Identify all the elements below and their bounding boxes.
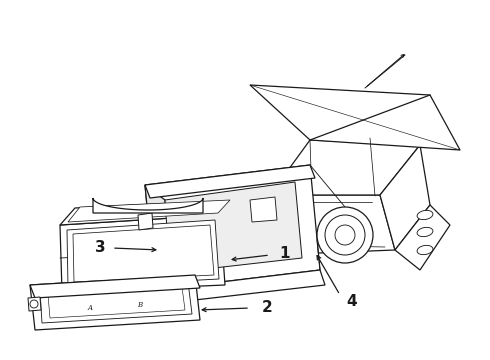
Polygon shape [145,165,315,198]
Polygon shape [395,205,450,270]
Ellipse shape [417,246,433,255]
Polygon shape [278,205,310,242]
Polygon shape [138,213,153,230]
Polygon shape [250,85,460,150]
Text: 3: 3 [95,240,105,256]
Polygon shape [268,195,395,255]
Text: B: B [137,301,143,309]
Circle shape [325,215,365,255]
Ellipse shape [417,228,433,237]
Polygon shape [60,215,225,292]
Polygon shape [145,165,320,290]
Polygon shape [165,182,302,273]
Text: 1: 1 [280,247,290,261]
Text: A: A [88,304,93,312]
Text: 4: 4 [347,294,357,310]
Polygon shape [60,200,235,225]
Polygon shape [30,275,200,298]
Text: 2: 2 [262,300,272,315]
Polygon shape [28,297,41,311]
Polygon shape [250,197,277,222]
Polygon shape [68,200,230,222]
Circle shape [335,225,355,245]
Polygon shape [67,220,219,287]
Polygon shape [48,287,185,318]
Polygon shape [145,185,170,290]
Polygon shape [270,140,420,195]
Polygon shape [30,275,200,330]
Polygon shape [93,198,203,213]
Polygon shape [40,282,192,323]
Circle shape [30,300,38,308]
Polygon shape [73,225,214,282]
Ellipse shape [417,210,433,220]
Circle shape [317,207,373,263]
Polygon shape [155,270,325,304]
Polygon shape [380,145,430,250]
